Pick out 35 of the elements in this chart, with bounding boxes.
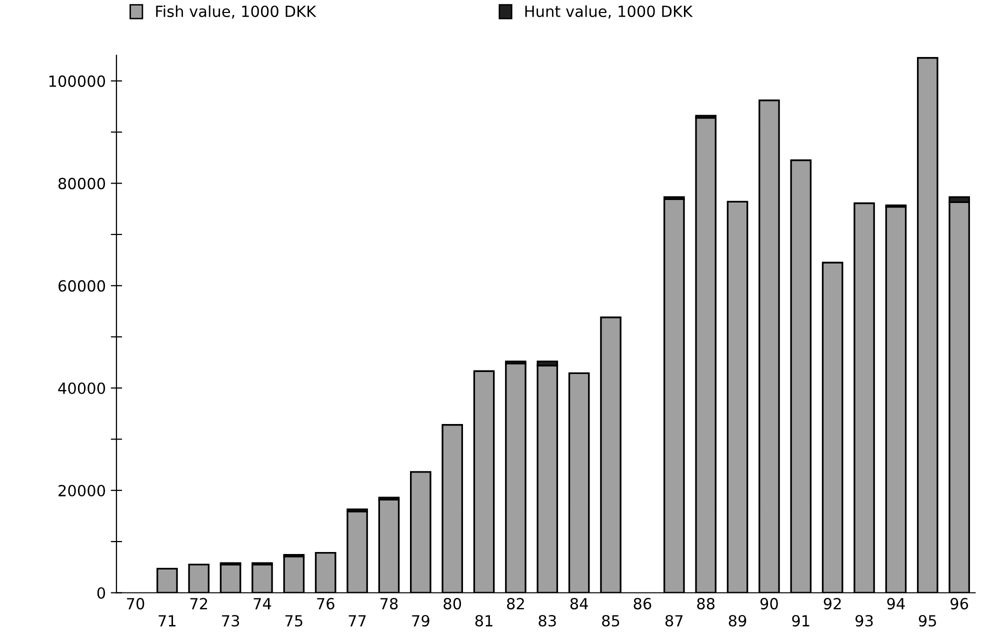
x-tick-label: 96 [950, 598, 968, 610]
x-tick-label: 70 [127, 598, 144, 610]
x-tick-label: 75 [285, 615, 302, 627]
x-tick-label: 76 [317, 598, 334, 610]
y-tick-label: 40000 [58, 382, 106, 394]
x-tick-label: 80 [444, 598, 462, 610]
x-tick-label: 87 [665, 614, 683, 627]
y-tick-label: 80000 [58, 178, 106, 190]
x-tick-label: 74 [254, 598, 272, 610]
legend-label: Hunt value, 1000 DKK [525, 5, 693, 19]
x-tick-label: 91 [792, 614, 810, 627]
x-tick-label: 83 [538, 614, 556, 627]
x-tick-label: 72 [190, 598, 208, 610]
x-tick-label: 85 [602, 614, 620, 627]
x-tick-label: 89 [728, 614, 746, 627]
x-tick-label: 84 [570, 598, 588, 610]
x-tick-label: 95 [918, 614, 936, 627]
x-tick-label: 73 [222, 614, 240, 627]
y-tick-label: 20000 [58, 484, 106, 496]
y-tick-label: 0 [97, 587, 106, 599]
x-tick-label: 78 [380, 598, 398, 610]
y-tick-label: 100000 [49, 75, 106, 87]
x-tick-label: 71 [158, 615, 176, 626]
x-tick-label: 94 [887, 598, 905, 610]
x-tick-label: 90 [760, 598, 778, 610]
legend-label: Fish value, 1000 DKK [156, 5, 316, 19]
x-tick-label: 81 [475, 614, 492, 627]
x-tick-label: 92 [824, 598, 841, 610]
x-tick-label: 82 [507, 598, 524, 610]
x-tick-label: 88 [697, 598, 714, 610]
x-tick-label: 79 [412, 614, 430, 627]
x-tick-label: 77 [348, 615, 366, 626]
x-tick-label: 86 [634, 598, 652, 610]
x-tick-label: 93 [855, 614, 873, 627]
y-tick-label: 60000 [58, 280, 106, 292]
